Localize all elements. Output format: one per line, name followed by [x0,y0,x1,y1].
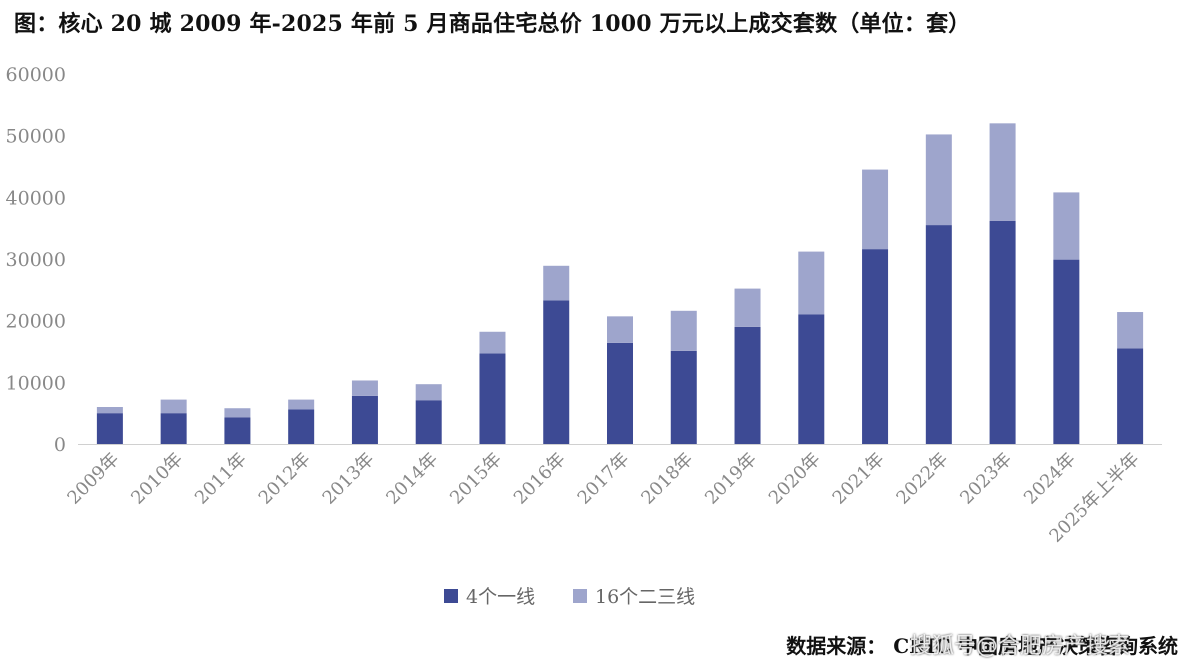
bar-tier1 [862,249,889,444]
legend-tier23-swatch [573,589,587,603]
legend-tier1-label: 4个一线 [466,586,535,608]
bar-tier1 [479,353,506,444]
bar-tier1 [1117,348,1144,444]
chart-title: 图：核心 20 城 2009 年-2025 年前 5 月商品住宅总价 1000 … [14,11,971,37]
bar-tier1 [734,326,761,444]
x-tick-label: 2015年 [446,449,506,509]
x-tick-label: 2022年 [892,449,952,509]
x-tick-label: 2017年 [574,449,634,509]
x-tick-label: 2014年 [382,449,442,509]
bar-tier23 [925,134,952,226]
x-tick-label: 2016年 [510,449,570,509]
x-tick-label: 2021年 [829,449,889,509]
y-axis: 0 10000 20000 30000 40000 50000 60000 [6,64,66,456]
bar-tier1 [351,395,378,444]
bar-tier23 [862,169,889,250]
bar-tier23 [670,310,697,351]
bar-tier23 [607,316,633,343]
bar-tier23 [543,265,570,301]
bar-tier1 [224,417,251,444]
bar-tier23 [798,251,825,315]
bar-tier1 [798,314,825,444]
legend-tier23-label: 16个二三线 [595,586,695,608]
y-tick-label: 50000 [6,126,66,148]
x-tick-label: 2011年 [191,449,251,509]
bar-tier23 [224,408,251,418]
bar-tier23 [1117,312,1144,349]
x-tick-label: 2023年 [956,449,1016,509]
data-source: 数据来源： CRIC 中国房地产决策咨询系统 [786,634,1178,658]
x-tick-label: 2024年 [1020,449,1080,509]
y-tick-label: 40000 [6,187,66,209]
y-tick-label: 0 [54,434,66,456]
bar-tier23 [415,384,442,401]
bar-tier1 [670,350,697,444]
bar-tier1 [607,342,633,444]
y-tick-label: 20000 [6,311,66,333]
y-tick-label: 10000 [6,372,66,394]
bar-tier1 [288,409,315,444]
bar-tier23 [160,399,187,414]
x-tick-label: 2018年 [637,449,697,509]
bar-tier23 [989,123,1016,221]
bar-tier1 [160,413,187,444]
x-tick-label: 2020年 [765,449,825,509]
legend: 4个一线 16个二三线 [444,586,695,608]
bar-tier1 [1053,259,1080,444]
x-axis: 2009年 2010年 2011年 2012年 2013年 2014年 2015年 2016年… [63,449,1143,547]
x-tick-label: 2010年 [127,449,187,509]
bar-tier23 [351,380,378,396]
x-tick-label: 2019年 [701,449,761,509]
bar-tier1 [415,400,442,444]
bar-tier1 [96,413,123,444]
bar-tier1 [543,300,570,444]
bar-tier23 [96,407,123,414]
y-tick-label: 60000 [6,64,66,86]
bar-tier23 [1053,192,1080,260]
x-tick-label: 2012年 [255,449,315,509]
bar-tier1 [989,220,1016,444]
legend-tier1-swatch [444,589,458,603]
bars [96,123,1144,444]
bar-tier23 [288,399,315,410]
bar-tier1 [925,225,952,444]
x-tick-label: 2009年 [63,449,123,509]
x-tick-label: 2013年 [319,449,379,509]
bar-tier23 [479,331,506,354]
y-tick-label: 30000 [6,249,66,271]
bar-tier23 [734,288,761,327]
